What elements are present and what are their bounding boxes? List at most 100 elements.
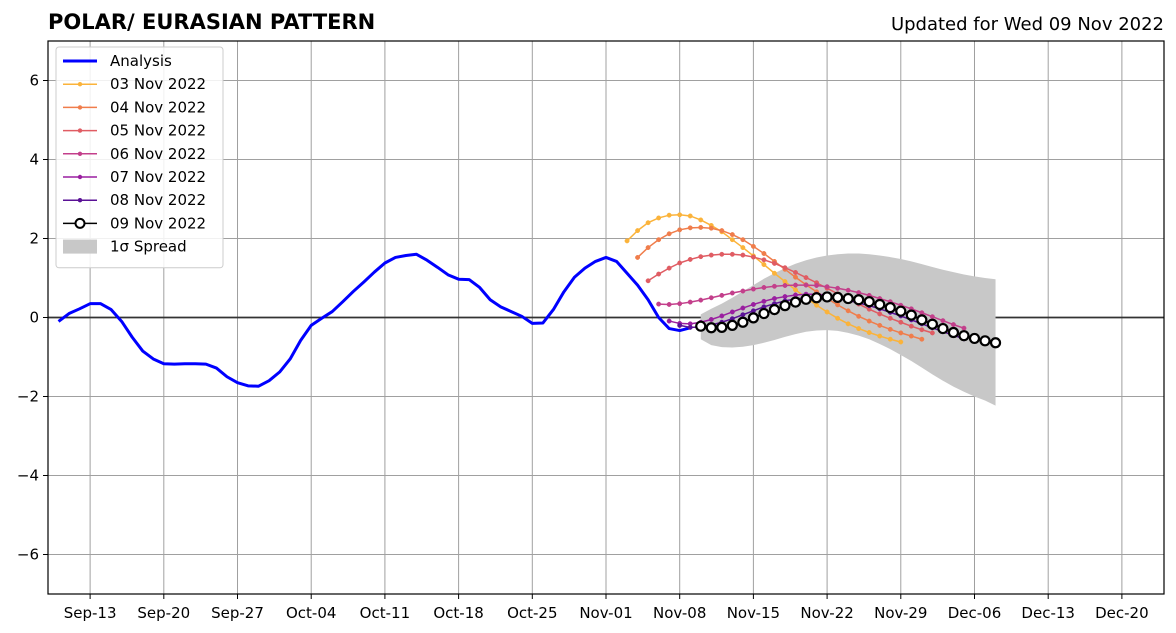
x-tick-label: Sep-20 xyxy=(137,604,190,622)
forecast-point xyxy=(874,298,886,311)
legend-label: 03 Nov 2022 xyxy=(110,75,206,93)
forecast-point xyxy=(919,327,925,333)
forecast-point xyxy=(708,225,714,231)
forecast-point xyxy=(740,252,746,258)
forecast-point xyxy=(719,292,725,298)
forecast-series xyxy=(624,212,904,345)
forecast-point xyxy=(719,313,725,319)
forecast-point xyxy=(687,299,693,305)
legend-swatch xyxy=(63,239,97,254)
legend-label: 1σ Spread xyxy=(110,238,187,256)
legend-label: 05 Nov 2022 xyxy=(110,122,206,140)
x-tick-label: Oct-25 xyxy=(507,604,557,622)
forecast-point xyxy=(845,308,851,314)
forecast-point xyxy=(750,302,756,307)
forecast-point xyxy=(740,305,746,311)
forecast-point xyxy=(740,312,746,318)
y-tick-label: −6 xyxy=(17,546,39,564)
legend-entry: 05 Nov 2022 xyxy=(63,122,206,140)
forecast-point xyxy=(908,323,914,329)
forecast-point xyxy=(645,245,651,251)
legend-marker xyxy=(77,82,83,87)
forecast-point xyxy=(740,237,746,243)
forecast-point xyxy=(666,231,672,237)
x-tick-label: Nov-22 xyxy=(800,604,853,622)
x-tick-label: Dec-13 xyxy=(1021,604,1075,622)
forecast-point xyxy=(835,285,841,291)
legend-entry: 1σ Spread xyxy=(63,238,187,256)
legend-entry: 09 Nov 2022 xyxy=(63,214,206,232)
forecast-point xyxy=(645,278,651,284)
forecast-point xyxy=(656,215,662,221)
forecast-point xyxy=(779,300,791,312)
x-tick-label: Dec-20 xyxy=(1095,604,1149,622)
legend-box xyxy=(55,46,224,269)
forecast-point xyxy=(832,291,844,303)
legend-marker xyxy=(77,198,83,203)
forecast-point xyxy=(782,283,788,288)
forecast-point xyxy=(635,228,641,234)
forecast-point xyxy=(677,301,683,307)
forecast-point xyxy=(887,315,893,321)
forecast-point xyxy=(687,324,693,330)
chart-subtitle: Updated for Wed 09 Nov 2022 xyxy=(891,14,1164,35)
y-tick-label: 2 xyxy=(29,230,39,248)
forecast-point xyxy=(877,333,883,339)
forecast-point xyxy=(624,238,630,244)
forecast-point xyxy=(898,339,904,345)
forecast-point xyxy=(929,314,935,320)
series-layer xyxy=(57,212,1002,388)
analysis-line xyxy=(57,252,691,388)
legend-label: Analysis xyxy=(110,52,172,70)
forecast-point xyxy=(698,224,704,230)
forecast-point xyxy=(793,282,798,288)
forecast-point xyxy=(761,251,767,256)
forecast-point xyxy=(866,318,872,324)
forecast-point xyxy=(687,256,693,262)
forecast-point xyxy=(863,296,875,308)
legend-entry: 06 Nov 2022 xyxy=(63,145,206,163)
forecast-point xyxy=(677,322,683,328)
forecast-point xyxy=(708,295,714,301)
forecast-point xyxy=(842,292,854,305)
spread-band xyxy=(700,253,996,406)
forecast-point xyxy=(758,307,770,320)
forecast-point xyxy=(835,302,841,308)
forecast-point xyxy=(761,257,767,263)
forecast-point xyxy=(887,336,893,342)
forecast-point xyxy=(929,330,935,336)
forecast-point xyxy=(740,245,746,251)
forecast-point xyxy=(719,228,725,234)
forecast-point xyxy=(800,293,812,305)
forecast-point xyxy=(656,271,662,277)
forecast-point xyxy=(887,326,893,332)
forecast-point xyxy=(793,274,798,280)
forecast-point xyxy=(677,212,683,218)
forecast-point xyxy=(916,314,928,326)
forecast-point xyxy=(908,333,914,339)
y-tick-label: −4 xyxy=(17,467,39,485)
forecast-point xyxy=(729,309,735,315)
chart-title: POLAR/ EURASIAN PATTERN xyxy=(48,10,375,34)
forecast-point xyxy=(687,225,693,231)
forecast-point xyxy=(968,332,981,345)
forecast-point xyxy=(877,311,883,317)
forecast-point xyxy=(821,291,833,303)
forecast-point xyxy=(793,287,798,293)
forecast-point xyxy=(698,254,704,260)
forecast-point xyxy=(729,237,735,243)
legend-marker xyxy=(77,105,83,110)
legend-label: 08 Nov 2022 xyxy=(110,191,206,209)
tick-layer: Sep-13 Sep-20 Sep-27 Oct-04 Oct-11 Oct-18 Oct-… xyxy=(17,72,1149,623)
forecast-point xyxy=(895,305,907,317)
forecast-point xyxy=(750,254,756,260)
forecast-point xyxy=(824,309,830,315)
x-tick-label: Nov-29 xyxy=(874,604,927,622)
forecast-point xyxy=(747,312,759,324)
forecast-point xyxy=(989,337,1002,349)
forecast-point xyxy=(803,282,809,288)
forecast-point xyxy=(789,296,802,308)
forecast-point xyxy=(979,335,991,347)
